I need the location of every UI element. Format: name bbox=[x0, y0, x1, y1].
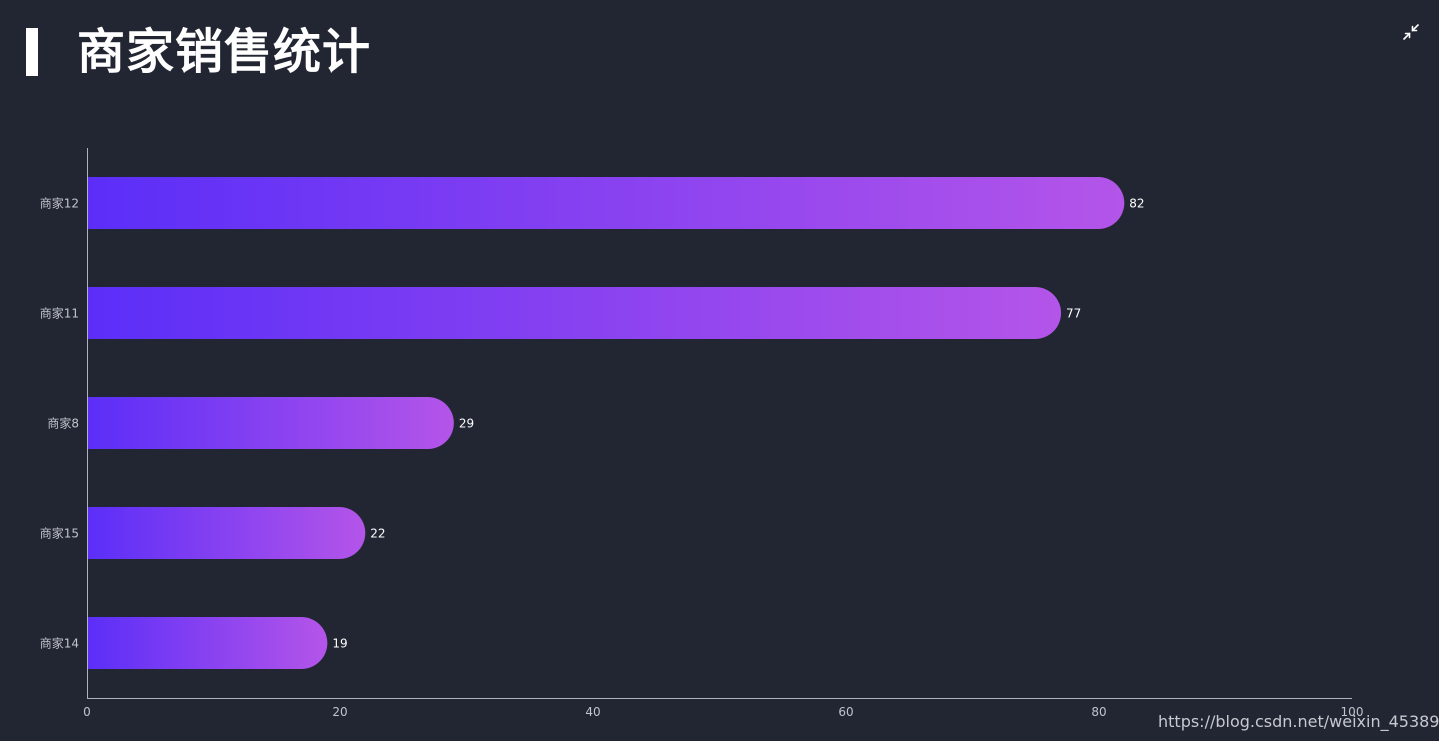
x-tick-label: 60 bbox=[838, 705, 853, 719]
y-tick-label: 商家15 bbox=[40, 526, 79, 541]
compress-arrows-svg bbox=[1403, 24, 1419, 40]
x-tick-label: 40 bbox=[585, 705, 600, 719]
x-tick-label: 20 bbox=[332, 705, 347, 719]
x-tick-label: 0 bbox=[83, 705, 91, 719]
bar-value-label: 77 bbox=[1066, 307, 1081, 321]
y-tick-label: 商家12 bbox=[40, 196, 79, 211]
compress-arrows-icon[interactable] bbox=[1400, 21, 1422, 43]
bar-商家8 bbox=[87, 397, 454, 449]
title-accent-bar bbox=[26, 28, 38, 76]
bar-商家15 bbox=[87, 507, 366, 559]
bar-商家14 bbox=[87, 617, 328, 669]
bar-value-label: 22 bbox=[370, 527, 385, 541]
bar-value-label: 29 bbox=[459, 417, 474, 431]
watermark-text: https://blog.csdn.net/weixin_45389051 bbox=[1158, 712, 1439, 731]
bar-商家12 bbox=[87, 177, 1125, 229]
y-tick-label: 商家11 bbox=[40, 306, 79, 321]
bar-value-label: 82 bbox=[1129, 197, 1144, 211]
y-tick-label: 商家14 bbox=[40, 636, 79, 651]
x-tick-label: 100 bbox=[1341, 705, 1364, 719]
x-tick-label: 80 bbox=[1091, 705, 1106, 719]
axis-layer: 商家12 商家11 商家8 商家15 商家14 0 20 40 60 80 100 bbox=[40, 148, 1364, 719]
bar-商家11 bbox=[87, 287, 1062, 339]
bar-value-label: 19 bbox=[332, 637, 347, 651]
y-tick-label: 商家8 bbox=[47, 416, 79, 431]
bars-layer: 82 77 29 22 19 bbox=[87, 177, 1145, 669]
page-title: 商家销售统计 bbox=[77, 24, 372, 80]
